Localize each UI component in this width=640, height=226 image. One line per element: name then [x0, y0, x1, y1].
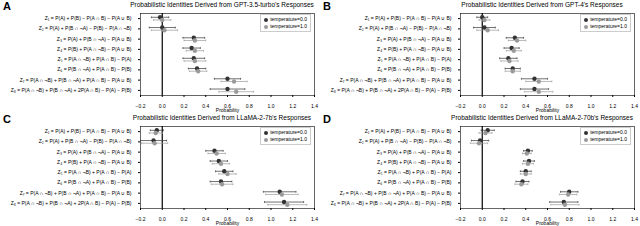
- svg-text:0.2: 0.2: [501, 216, 508, 222]
- svg-text:Z₈ = P(A ∩ ¬B) + P(B ∩ ¬A) + 2: Z₈ = P(A ∩ ¬B) + P(B ∩ ¬A) + 2P(A ∩ B) −…: [331, 87, 452, 93]
- svg-text:0.2: 0.2: [181, 103, 188, 109]
- html-text:Probabilistic Identities Deriv: Probabilistic Identities Derived from GP…: [130, 1, 314, 8]
- svg-text:0.2: 0.2: [501, 103, 508, 109]
- svg-text:0.4: 0.4: [522, 216, 529, 222]
- svg-text:Z₅ = P(A ∩ ¬B) + P(A ∩ B) − P(: Z₅ = P(A ∩ ¬B) + P(A ∩ B) − P(A): [58, 169, 132, 175]
- html-text:temperature=1.0: temperature=1.0: [270, 23, 307, 29]
- svg-text:Z₆ = P(B ∩ ¬A) + P(A ∩ B) − P(: Z₆ = P(B ∩ ¬A) + P(A ∩ B) − P(B): [57, 66, 132, 72]
- svg-text:−0.2: −0.2: [136, 216, 146, 222]
- svg-text:Z₇ = P(A ∩ ¬B) + P(B ∩ ¬A) + P: Z₇ = P(A ∩ ¬B) + P(B ∩ ¬A) + P(A ∩ B) − …: [340, 190, 452, 196]
- svg-text:Probability: Probability: [216, 220, 240, 226]
- svg-text:Z₁ = P(A) + P(B) − P(A ∩ B) −: Z₁ = P(A) + P(B) − P(A ∩ B) − P(A ∪ B): [45, 15, 132, 21]
- svg-text:Z₈ = P(A ∩ ¬B) + P(B ∩ ¬A) + 2: Z₈ = P(A ∩ ¬B) + P(B ∩ ¬A) + 2P(A ∩ B) −…: [11, 200, 132, 206]
- svg-text:1.0: 1.0: [268, 216, 275, 222]
- svg-text:Probability: Probability: [536, 107, 560, 113]
- svg-text:Z₁ = P(A) + P(B) − P(A ∩ B) −: Z₁ = P(A) + P(B) − P(A ∩ B) − P(A ∪ B): [365, 15, 452, 21]
- svg-text:Z₃ = P(A) + P(B ∩ ¬A) − P(A ∪: Z₃ = P(A) + P(B ∩ ¬A) − P(A ∪ B): [377, 149, 452, 155]
- html-text:temperature=0.0: temperature=0.0: [270, 129, 307, 135]
- svg-text:1.4: 1.4: [631, 103, 638, 109]
- svg-text:1.4: 1.4: [631, 216, 638, 222]
- svg-text:Z₈ = P(A ∩ ¬B) + P(B ∩ ¬A) + 2: Z₈ = P(A ∩ ¬B) + P(B ∩ ¬A) + 2P(A ∩ B) −…: [331, 200, 452, 206]
- svg-text:Z₇ = P(A ∩ ¬B) + P(B ∩ ¬A) + P: Z₇ = P(A ∩ ¬B) + P(B ∩ ¬A) + P(A ∩ B) − …: [20, 190, 132, 196]
- svg-text:Z₅ = P(A ∩ ¬B) + P(A ∩ B) − P(: Z₅ = P(A ∩ ¬B) + P(A ∩ B) − P(A): [378, 56, 452, 62]
- svg-text:Z₁ = P(A) + P(B) − P(A ∩ B) −: Z₁ = P(A) + P(B) − P(A ∩ B) − P(A ∪ B): [365, 128, 452, 134]
- svg-text:Z₆ = P(B ∩ ¬A) + P(A ∩ B) − P(: Z₆ = P(B ∩ ¬A) + P(A ∩ B) − P(B): [377, 179, 452, 185]
- svg-text:1.4: 1.4: [311, 103, 318, 109]
- svg-text:Z₂ = P(A) + P(B ∩ ¬A) − P(B) −: Z₂ = P(A) + P(B ∩ ¬A) − P(B) − P(A ∩ ¬B): [39, 138, 132, 144]
- html-text:Probabilistic Identities Deriv: Probabilistic Identities Derived from LL…: [451, 114, 633, 121]
- svg-text:Z₂ = P(A) + P(B ∩ ¬A) − P(B) −: Z₂ = P(A) + P(B ∩ ¬A) − P(B) − P(A ∩ ¬B): [359, 25, 452, 31]
- html-text:temperature=0.0: temperature=0.0: [590, 129, 627, 135]
- svg-text:0.0: 0.0: [479, 216, 486, 222]
- svg-text:0.0: 0.0: [159, 216, 166, 222]
- svg-text:Z₂ = P(A) + P(B ∩ ¬A) − P(B) −: Z₂ = P(A) + P(B ∩ ¬A) − P(B) − P(A ∩ ¬B): [359, 138, 452, 144]
- svg-text:1.2: 1.2: [289, 216, 296, 222]
- svg-text:1.4: 1.4: [311, 216, 318, 222]
- html-text:temperature=0.0: temperature=0.0: [270, 16, 307, 22]
- svg-text:Z₃ = P(A) + P(B ∩ ¬A) − P(A ∪: Z₃ = P(A) + P(B ∩ ¬A) − P(A ∪ B): [57, 149, 132, 155]
- svg-text:−0.2: −0.2: [136, 103, 146, 109]
- svg-text:Z₈ = P(A ∩ ¬B) + P(B ∩ ¬A) + 2: Z₈ = P(A ∩ ¬B) + P(B ∩ ¬A) + 2P(A ∩ B) −…: [11, 87, 132, 93]
- svg-text:Z₄ = P(B) + P(A ∩ ¬B) − P(A ∪: Z₄ = P(B) + P(A ∩ ¬B) − P(A ∪ B): [377, 159, 452, 165]
- html-text:A: A: [3, 0, 11, 12]
- svg-text:Z₄ = P(B) + P(A ∩ ¬B) − P(A ∪: Z₄ = P(B) + P(A ∩ ¬B) − P(A ∪ B): [377, 46, 452, 52]
- svg-text:0.0: 0.0: [159, 103, 166, 109]
- svg-text:0.8: 0.8: [246, 103, 253, 109]
- html-text:temperature=1.0: temperature=1.0: [590, 23, 627, 29]
- svg-text:1.0: 1.0: [588, 216, 595, 222]
- svg-text:Z₃ = P(A) + P(B ∩ ¬A) − P(A ∪: Z₃ = P(A) + P(B ∩ ¬A) − P(A ∪ B): [57, 36, 132, 42]
- svg-text:1.0: 1.0: [588, 103, 595, 109]
- svg-text:1.0: 1.0: [268, 103, 275, 109]
- svg-text:Z₇ = P(A ∩ ¬B) + P(B ∩ ¬A) + P: Z₇ = P(A ∩ ¬B) + P(B ∩ ¬A) + P(A ∩ B) − …: [340, 77, 452, 83]
- html-text:temperature=1.0: temperature=1.0: [590, 136, 627, 142]
- svg-text:Probability: Probability: [536, 220, 560, 226]
- svg-text:−0.2: −0.2: [456, 216, 466, 222]
- svg-text:0.2: 0.2: [181, 216, 188, 222]
- html-text:B: B: [323, 0, 331, 12]
- svg-text:Z₁ = P(A) + P(B) − P(A ∩ B) −: Z₁ = P(A) + P(B) − P(A ∩ B) − P(A ∪ B): [45, 128, 132, 134]
- svg-text:−0.2: −0.2: [456, 103, 466, 109]
- html-text:temperature=0.0: temperature=0.0: [590, 16, 627, 22]
- svg-text:1.2: 1.2: [609, 216, 616, 222]
- svg-text:Z₃ = P(A) + P(B ∩ ¬A) − P(A ∪: Z₃ = P(A) + P(B ∩ ¬A) − P(A ∪ B): [377, 36, 452, 42]
- svg-text:0.8: 0.8: [566, 216, 573, 222]
- svg-text:Probability: Probability: [216, 107, 240, 113]
- svg-text:Z₄ = P(B) + P(A ∩ ¬B) − P(A ∪: Z₄ = P(B) + P(A ∩ ¬B) − P(A ∪ B): [57, 159, 132, 165]
- html-text:C: C: [3, 113, 11, 125]
- svg-text:0.8: 0.8: [246, 216, 253, 222]
- svg-text:0.4: 0.4: [522, 103, 529, 109]
- html-text:Probabilistic Identities Deriv: Probabilistic Identities Derived from LL…: [132, 114, 312, 121]
- svg-text:0.4: 0.4: [202, 216, 209, 222]
- html-text:Probabilistic Identities Deriv: Probabilistic Identities Derived from GP…: [461, 1, 623, 8]
- svg-text:Z₅ = P(A ∩ ¬B) + P(A ∩ B) − P(: Z₅ = P(A ∩ ¬B) + P(A ∩ B) − P(A): [378, 169, 452, 175]
- svg-text:Z₄ = P(B) + P(A ∩ ¬B) − P(A ∪: Z₄ = P(B) + P(A ∩ ¬B) − P(A ∪ B): [57, 46, 132, 52]
- svg-text:Z₂ = P(A) + P(B ∩ ¬A) − P(B) −: Z₂ = P(A) + P(B ∩ ¬A) − P(B) − P(A ∩ ¬B): [39, 25, 132, 31]
- svg-text:1.2: 1.2: [289, 103, 296, 109]
- svg-text:Z₆ = P(B ∩ ¬A) + P(A ∩ B) − P(: Z₆ = P(B ∩ ¬A) + P(A ∩ B) − P(B): [57, 179, 132, 185]
- svg-text:0.0: 0.0: [479, 103, 486, 109]
- svg-text:Z₆ = P(B ∩ ¬A) + P(A ∩ B) − P(: Z₆ = P(B ∩ ¬A) + P(A ∩ B) − P(B): [377, 66, 452, 72]
- html-text:D: D: [323, 113, 331, 125]
- svg-text:0.4: 0.4: [202, 103, 209, 109]
- html-text:temperature=1.0: temperature=1.0: [270, 136, 307, 142]
- svg-text:Z₅ = P(A ∩ ¬B) + P(A ∩ B) − P(: Z₅ = P(A ∩ ¬B) + P(A ∩ B) − P(A): [58, 56, 132, 62]
- svg-text:1.2: 1.2: [609, 103, 616, 109]
- svg-text:Z₇ = P(A ∩ ¬B) + P(B ∩ ¬A) + P: Z₇ = P(A ∩ ¬B) + P(B ∩ ¬A) + P(A ∩ B) − …: [20, 77, 132, 83]
- svg-text:0.8: 0.8: [566, 103, 573, 109]
